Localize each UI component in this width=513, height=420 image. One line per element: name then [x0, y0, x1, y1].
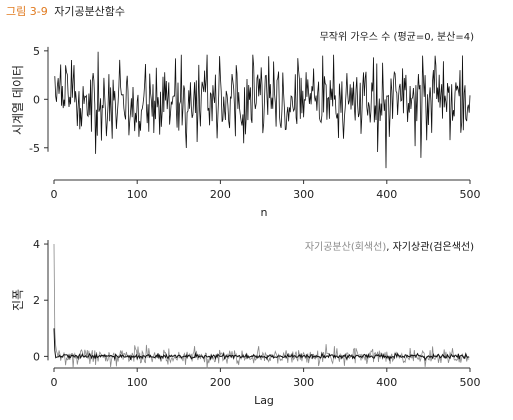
- time-series-x-tick-label: 100: [127, 188, 148, 201]
- autocov-y-tick-label: 4: [33, 238, 40, 251]
- time-series-y-tick-label: 0: [33, 93, 40, 106]
- time-series-title: 무작위 가우스 수 (평균=0, 분산=4): [320, 30, 474, 43]
- figure-title: 자기공분산함수: [54, 5, 126, 18]
- time-series-y-tick-label: -5: [29, 142, 40, 155]
- autocov-x-tick-label: 100: [127, 376, 148, 389]
- autocov-x-tick-label: 400: [376, 376, 397, 389]
- autocov-x-tick-label: 0: [51, 376, 58, 389]
- figure-caption: 그림 3-9 자기공분산함수: [6, 3, 125, 19]
- autocov-x-tick-label: 300: [293, 376, 314, 389]
- autocov-xlabel: Lag: [254, 394, 274, 407]
- time-series-x-tick-label: 400: [376, 188, 397, 201]
- autocorrelation-line: [53, 328, 470, 362]
- autocov-y-tick-label: 0: [33, 350, 40, 363]
- autocov-x-tick-label: 500: [460, 376, 481, 389]
- time-series-chart: 무작위 가우스 수 (평균=0, 분산=4) n 시계열 데이터 5 0 -5 0 10…: [11, 30, 481, 219]
- time-series-x-tick-label: 500: [460, 188, 481, 201]
- legend-separator: ,: [386, 242, 392, 253]
- legend-gray-label: 자기공분산(회색선): [305, 241, 387, 253]
- legend-black-label: 자기상관(검은색선): [393, 241, 475, 253]
- autocov-legend: 자기공분산(회색선), 자기상관(검은색선): [305, 241, 474, 253]
- figure-number: 그림 3-9: [6, 5, 48, 18]
- time-series-x-tick-label: 300: [293, 188, 314, 201]
- time-series-ylabel: 시계열 데이터: [11, 65, 25, 135]
- time-series-xlabel: n: [261, 206, 268, 219]
- autocov-y-tick-label: 2: [33, 294, 40, 307]
- autocov-x-tick-label: 200: [210, 376, 231, 389]
- autocovariance-line: [53, 243, 470, 369]
- autocov-ylabel: 진폭: [11, 289, 25, 311]
- time-series-y-tick-label: 5: [33, 45, 40, 58]
- time-series-x-tick-label: 200: [210, 188, 231, 201]
- time-series-line: [54, 51, 471, 169]
- time-series-x-tick-label: 0: [51, 188, 58, 201]
